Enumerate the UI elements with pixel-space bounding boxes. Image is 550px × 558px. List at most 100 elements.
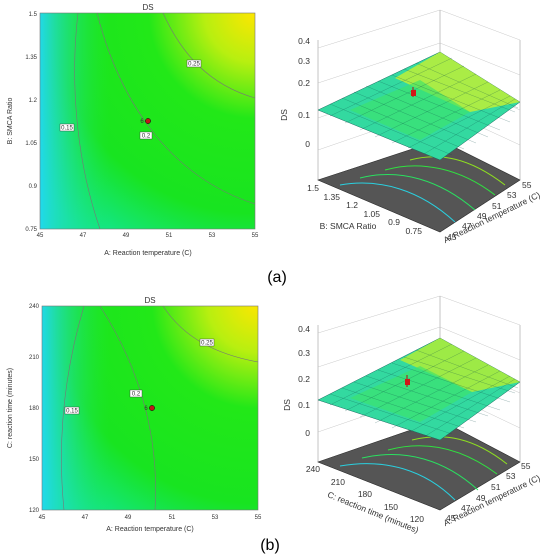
contour-a-xtick: 55 bbox=[252, 233, 259, 239]
contour-a-xtick: 49 bbox=[123, 233, 130, 239]
contour-b-xtick: 53 bbox=[212, 515, 219, 521]
surface-a-xtick: 45 bbox=[447, 232, 457, 242]
surface-b-ytick: 240 bbox=[306, 464, 320, 474]
surface-a-ytick: 0.9 bbox=[388, 217, 400, 227]
surface-b-xtick: 47 bbox=[461, 503, 471, 513]
contour-b-xtick: 47 bbox=[82, 515, 89, 521]
surface-a-ylabel: B: SMCA Ratio bbox=[320, 221, 377, 231]
surface-b-ytick: 210 bbox=[331, 477, 345, 487]
contour-a-ytick: 0.75 bbox=[25, 227, 37, 233]
contour-a-xtick: 47 bbox=[80, 233, 87, 239]
surface-a-design-point bbox=[411, 87, 416, 97]
surface-a-ytick: 0.75 bbox=[405, 226, 422, 236]
surface-b-ytick: 180 bbox=[358, 489, 372, 499]
contour-a-ytick: 1.35 bbox=[25, 55, 37, 61]
contour-b-title: DS bbox=[144, 296, 155, 305]
contour-a-label-0.15: 0.15 bbox=[61, 126, 73, 132]
contour-b-ytick: 240 bbox=[29, 304, 40, 310]
contour-b-x-ticks: 45 47 49 51 53 55 bbox=[39, 515, 262, 521]
surface-a-ztick: 0.2 bbox=[298, 78, 310, 88]
surface-a-xtick: 51 bbox=[492, 201, 502, 211]
contour-b-point-label: 6 bbox=[144, 406, 148, 412]
contour-b-xtick: 51 bbox=[169, 515, 176, 521]
surface-b-ztick: 0.4 bbox=[298, 324, 310, 334]
surface-b-xtick: 53 bbox=[506, 471, 516, 481]
contour-a-level-labels: 0.15 0.2 0.25 bbox=[59, 59, 202, 140]
contour-b-ytick: 120 bbox=[29, 508, 40, 514]
contour-a-xtick: 51 bbox=[166, 233, 173, 239]
surface-a-floor-contours bbox=[339, 156, 506, 223]
surface-b-xtick: 51 bbox=[491, 482, 501, 492]
contour-b-label-0.15: 0.15 bbox=[66, 409, 78, 415]
surface-b-ytick: 120 bbox=[410, 514, 424, 524]
contour-b-level-labels: 0.15 0.2 0.25 bbox=[64, 338, 215, 415]
surface-b-mesh-grid bbox=[329, 343, 519, 438]
surface-a-ztick: 0.3 bbox=[298, 56, 310, 66]
surface-b-floor-contours bbox=[339, 436, 508, 501]
contour-b-xtick: 55 bbox=[255, 515, 262, 521]
contour-b-line-0.2 bbox=[99, 305, 156, 511]
surface-plot-a: 0 0.1 0.2 0.3 0.4 DS 1.5 1.35 1.2 1.05 0… bbox=[279, 9, 542, 245]
surface-a-floor bbox=[317, 139, 521, 233]
surface-a-xtick: 47 bbox=[462, 221, 472, 231]
surface-a-ztick: 0.1 bbox=[298, 110, 310, 120]
surface-a-xtick: 49 bbox=[477, 211, 487, 221]
surface-a-mesh-highlight bbox=[395, 52, 520, 112]
contour-a-xlabel: A: Reaction temperature (C) bbox=[104, 250, 192, 257]
surface-b-z-ticks: 0 0.1 0.2 0.3 0.4 bbox=[298, 324, 310, 438]
surface-a-ztick: 0.4 bbox=[298, 36, 310, 46]
surface-b-xtick: 49 bbox=[476, 493, 486, 503]
contour-b-label-0.25: 0.25 bbox=[201, 341, 213, 347]
surface-a-zlabel: DS bbox=[279, 109, 289, 121]
surface-b-ytick: 150 bbox=[384, 502, 398, 512]
surface-b-mesh-mid bbox=[350, 366, 472, 422]
contour-a-title: DS bbox=[142, 3, 153, 12]
contour-a-ytick: 1.5 bbox=[29, 12, 38, 18]
caption-a: (a) bbox=[267, 269, 287, 286]
surface-a-z-ticks: 0 0.1 0.2 0.3 0.4 bbox=[298, 36, 310, 149]
surface-b-ztick: 0 bbox=[305, 428, 310, 438]
contour-a-design-point: 6 bbox=[140, 118, 151, 125]
contour-a-ytick: 0.9 bbox=[29, 184, 38, 190]
contour-a-line-0.15 bbox=[74, 12, 101, 230]
surface-b-xtick: 55 bbox=[521, 461, 531, 471]
surface-a-ytick: 1.2 bbox=[346, 200, 358, 210]
contour-b-ylabel: C: reaction time (minutes) bbox=[7, 368, 14, 448]
caption-b: (b) bbox=[260, 537, 280, 554]
surface-a-ytick: 1.05 bbox=[363, 209, 380, 219]
contour-a-xtick: 45 bbox=[37, 233, 44, 239]
contour-a-ylabel: B: SMCA Ratio bbox=[7, 98, 14, 145]
surface-a-ztick: 0 bbox=[305, 139, 310, 149]
contour-b-y-ticks: 120 150 180 210 240 bbox=[29, 304, 40, 514]
surface-a-mesh-mid bbox=[350, 80, 470, 140]
surface-b-x-ticks: 45 47 49 51 53 55 bbox=[446, 461, 531, 523]
contour-a-xtick: 53 bbox=[209, 233, 216, 239]
contour-b-design-point: 6 bbox=[144, 405, 155, 412]
surface-b-zlabel: DS bbox=[282, 399, 292, 411]
contour-plot-b: DS 0.15 0.2 0.25 6 45 47 49 51 53 55 120 bbox=[7, 296, 262, 533]
contour-a-label-0.2: 0.2 bbox=[142, 134, 151, 140]
contour-b-line-0.15 bbox=[61, 305, 85, 511]
contour-a-line-0.2 bbox=[96, 12, 256, 205]
contour-plot-a: DS 0.15 0.2 0.25 6 45 47 49 51 53 55 0.7… bbox=[7, 3, 259, 257]
surface-b-ztick: 0.2 bbox=[298, 374, 310, 384]
surface-a-ytick: 1.5 bbox=[307, 183, 319, 193]
contour-a-ytick: 1.2 bbox=[29, 98, 38, 104]
surface-a-x-ticks: 45 47 49 51 53 55 bbox=[447, 180, 532, 242]
contour-b-xlabel: A: Reaction temperature (C) bbox=[106, 526, 194, 533]
surface-a-y-ticks: 1.5 1.35 1.2 1.05 0.9 0.75 bbox=[307, 183, 422, 236]
contour-b-xtick: 49 bbox=[125, 515, 132, 521]
surface-b-design-point bbox=[405, 375, 410, 387]
contour-b-ytick: 180 bbox=[29, 406, 40, 412]
surface-plot-b: 0 0.1 0.2 0.3 0.4 DS 240 210 180 150 120… bbox=[282, 295, 542, 535]
surface-b-y-ticks: 240 210 180 150 120 bbox=[306, 464, 424, 524]
contour-a-label-0.25: 0.25 bbox=[188, 62, 200, 68]
contour-b-label-0.2: 0.2 bbox=[132, 392, 141, 398]
contour-a-x-ticks: 45 47 49 51 53 55 bbox=[37, 233, 259, 239]
surface-b-ztick: 0.3 bbox=[298, 348, 310, 358]
contour-a-y-ticks: 0.75 0.9 1.05 1.2 1.35 1.5 bbox=[25, 12, 37, 233]
contour-b-ytick: 150 bbox=[29, 457, 40, 463]
contour-a-ytick: 1.05 bbox=[25, 141, 37, 147]
surface-b-mesh-highlight bbox=[400, 338, 520, 392]
